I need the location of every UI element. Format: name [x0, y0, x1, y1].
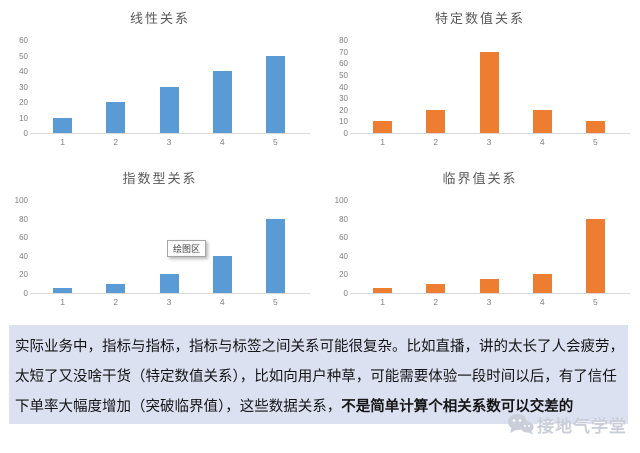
bar-category-4 — [532, 109, 552, 133]
chart-title: 指数型关系 — [122, 171, 198, 186]
x-axis-tick-label: 4 — [219, 297, 225, 307]
x-axis-line — [30, 133, 310, 134]
x-axis-tick-label: 1 — [380, 137, 385, 147]
bar-category-3 — [479, 51, 499, 133]
note-line-1: 实际业务中，指标与指标，指标与标签之间关系可能很复杂。比如直播，讲的太长了人会疲… — [15, 339, 624, 355]
y-axis-tick-label: 0 — [23, 289, 28, 298]
x-axis-line — [350, 293, 630, 294]
x-axis-tick-label: 4 — [539, 137, 545, 147]
x-axis-tick-label: 5 — [273, 137, 278, 147]
y-axis-tick-label: 10 — [19, 113, 28, 123]
bar-category-1 — [53, 117, 73, 133]
plot-area-tooltip-label: 绘图区 — [173, 244, 201, 254]
x-axis-tick-label: 5 — [273, 297, 278, 307]
x-axis-tick-label: 2 — [433, 137, 439, 147]
y-axis-tick-label: 100 — [14, 196, 28, 205]
y-axis-tick-label: 0 — [23, 129, 28, 138]
x-axis-tick-label: 3 — [166, 297, 172, 307]
y-axis-tick-label: 0 — [343, 289, 348, 298]
note-line-3-normal: 下单率大幅度增加（突破临界值），这些数据关系， — [15, 399, 342, 415]
x-axis-tick-label: 5 — [593, 137, 598, 147]
x-axis-tick-label: 3 — [166, 137, 172, 147]
x-axis-tick-label: 1 — [60, 297, 65, 307]
x-axis-tick-label: 4 — [219, 137, 225, 147]
note-line-3: 下单率大幅度增加（突破临界值），这些数据关系，不是简单计算个相关系数可以交差的 — [15, 392, 628, 422]
y-axis-tick-label: 0 — [343, 129, 348, 138]
watermark: 接地气学堂 — [507, 412, 627, 437]
y-axis-tick-label: 60 — [339, 233, 348, 243]
bar-category-2 — [426, 283, 446, 293]
y-axis-tick-label: 100 — [334, 196, 348, 205]
y-axis-tick-label: 40 — [339, 82, 348, 92]
chart-title: 特定数值关系 — [434, 11, 525, 26]
x-axis-tick-label: 3 — [486, 297, 492, 307]
x-axis-tick-label: 2 — [113, 297, 119, 307]
charts-grid: 线性关系 0 10 20 30 40 50 60 1 2 3 4 5 特定数值关系 0 10 20 30 40… — [0, 0, 640, 320]
y-axis-tick-label: 50 — [19, 51, 28, 61]
x-axis-tick-label: 3 — [486, 137, 492, 147]
bar-category-3 — [479, 279, 499, 293]
note-box: 实际业务中，指标与指标，指标与标签之间关系可能很复杂。比如直播，讲的太长了人会疲… — [9, 325, 628, 424]
bar-category-4 — [212, 71, 232, 133]
y-axis-tick-label: 40 — [19, 251, 28, 261]
y-axis-tick-label: 10 — [339, 117, 348, 127]
bar-category-2 — [106, 102, 126, 133]
x-axis-tick-label: 5 — [593, 297, 598, 307]
chart-title: 线性关系 — [129, 11, 190, 26]
y-axis-tick-label: 20 — [19, 270, 28, 280]
watermark-label: 接地气学堂 — [537, 417, 627, 436]
y-axis-tick-label: 60 — [19, 233, 28, 243]
bar-category-5 — [585, 121, 605, 133]
y-axis-tick-label: 80 — [339, 214, 348, 224]
x-axis-tick-label: 2 — [113, 137, 119, 147]
y-axis-tick-label: 80 — [19, 214, 28, 224]
bar-category-5 — [585, 218, 605, 293]
chart-specific-value-relation: 特定数值关系 0 10 20 30 40 50 60 70 80 1 2 3 4 5 — [320, 0, 640, 160]
x-axis-tick-label: 2 — [433, 297, 439, 307]
chart-exponential-relation: 指数型关系 0 20 40 60 80 100 1 2 3 4 5 — [0, 160, 320, 320]
wechat-icon — [508, 414, 534, 435]
chart-linear-relation: 线性关系 0 10 20 30 40 50 60 1 2 3 4 5 — [0, 0, 320, 160]
bar-category-2 — [106, 283, 126, 293]
x-axis-line — [350, 133, 630, 134]
bar-category-4 — [532, 274, 552, 293]
note-line-2: 太短了又没啥干货（特定数值关系），比如向用户种草，可能需要体验一段时间以后，有了… — [15, 369, 617, 385]
bar-category-3 — [159, 274, 179, 293]
y-axis-tick-label: 20 — [339, 270, 348, 280]
y-axis-tick-label: 40 — [19, 67, 28, 76]
y-axis-tick-label: 20 — [339, 105, 348, 115]
y-axis-tick-label: 70 — [339, 47, 348, 57]
bar-category-1 — [373, 121, 393, 133]
bar-category-3 — [159, 86, 179, 133]
chart-title: 临界值关系 — [442, 171, 518, 186]
bar-category-4 — [212, 255, 232, 293]
y-axis-tick-label: 30 — [339, 94, 348, 104]
x-axis-tick-label: 4 — [539, 297, 545, 307]
y-axis-tick-label: 30 — [19, 82, 28, 92]
bar-category-5 — [265, 218, 285, 293]
bar-category-1 — [53, 288, 73, 293]
x-axis-tick-label: 1 — [60, 137, 65, 147]
bar-category-5 — [265, 55, 285, 133]
y-axis-tick-label: 80 — [339, 36, 348, 45]
bar-category-1 — [373, 288, 393, 293]
y-axis-tick-label: 50 — [339, 70, 348, 80]
y-axis-tick-label: 60 — [339, 59, 348, 69]
plot-area-tooltip: 绘图区 — [167, 240, 207, 257]
chart-critical-value-relation: 临界值关系 0 20 40 60 80 100 1 2 3 4 5 — [320, 160, 640, 320]
note-line-3-bold: 不是简单计算个相关系数可以交差的 — [341, 399, 574, 415]
y-axis-tick-label: 20 — [19, 98, 28, 107]
y-axis-tick-label: 40 — [339, 251, 348, 261]
x-axis-line — [30, 293, 310, 294]
bar-category-2 — [426, 109, 446, 133]
x-axis-tick-label: 1 — [380, 297, 385, 307]
y-axis-tick-label: 60 — [19, 36, 28, 45]
